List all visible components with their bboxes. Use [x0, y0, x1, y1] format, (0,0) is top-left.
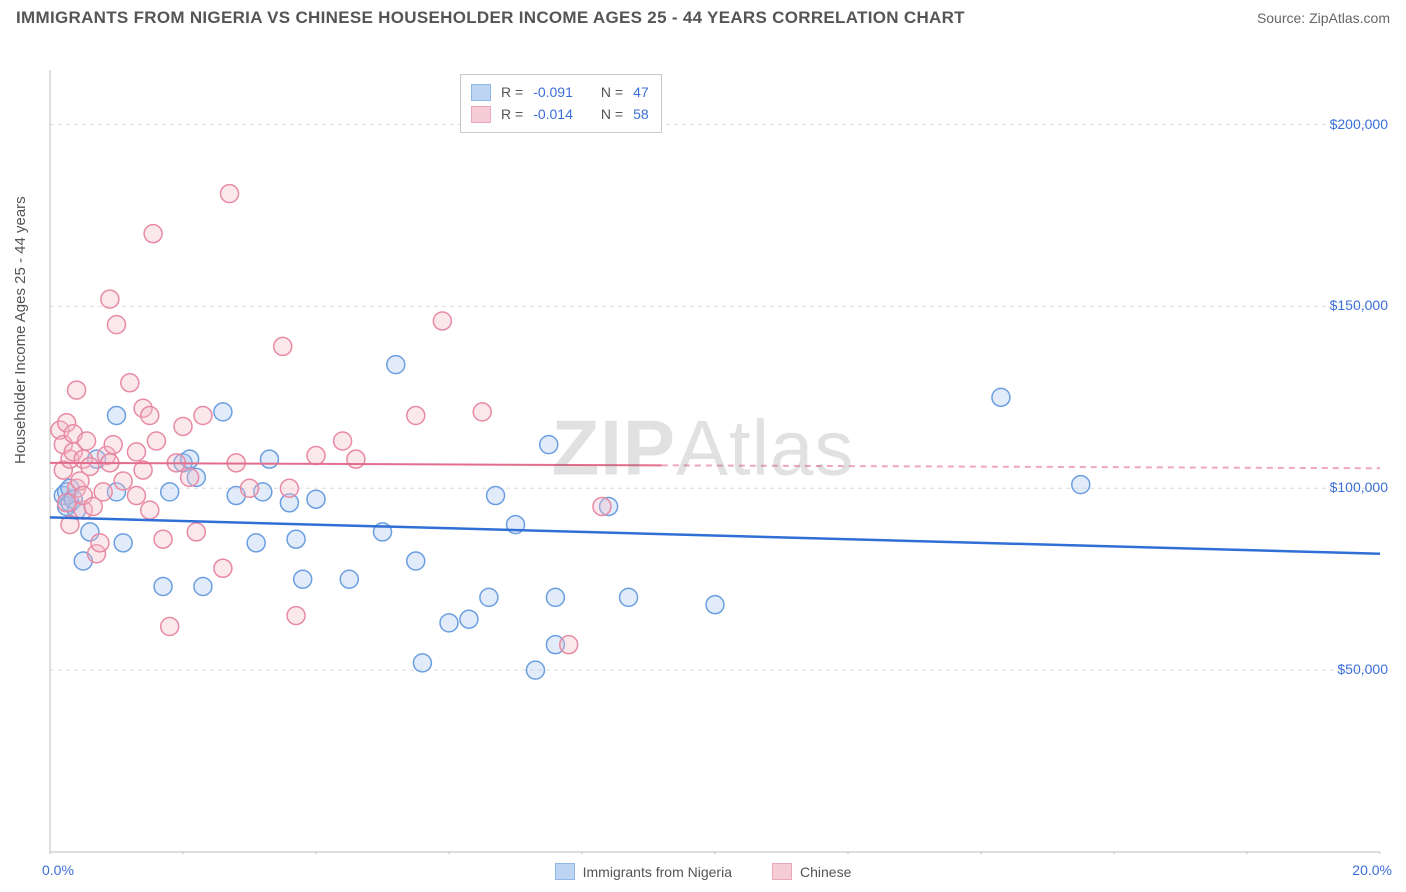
legend-swatch: [772, 863, 792, 880]
r-label: R =: [501, 81, 523, 103]
legend-swatch: [555, 863, 575, 880]
chart-title: IMMIGRANTS FROM NIGERIA VS CHINESE HOUSE…: [16, 8, 965, 28]
legend-item: Immigrants from Nigeria: [555, 863, 732, 880]
y-tick-label: $200,000: [1330, 116, 1388, 132]
series-legend: Immigrants from Nigeria Chinese: [0, 863, 1406, 880]
stats-legend-row: R = -0.091 N = 47: [471, 81, 649, 103]
chart-area: Householder Income Ages 25 - 44 years ZI…: [0, 34, 1406, 884]
n-label: N =: [601, 81, 623, 103]
scatter-chart-svg: [0, 34, 1406, 854]
y-tick-label: $50,000: [1337, 661, 1388, 677]
n-value: 47: [633, 81, 649, 103]
stats-legend-row: R = -0.014 N = 58: [471, 103, 649, 125]
source-label: Source: ZipAtlas.com: [1257, 10, 1390, 26]
legend-swatch: [471, 106, 491, 123]
legend-item: Chinese: [772, 863, 851, 880]
legend-swatch: [471, 84, 491, 101]
n-label: N =: [601, 103, 623, 125]
r-label: R =: [501, 103, 523, 125]
y-tick-label: $150,000: [1330, 297, 1388, 313]
r-value: -0.091: [533, 81, 573, 103]
title-bar: IMMIGRANTS FROM NIGERIA VS CHINESE HOUSE…: [0, 0, 1406, 34]
y-axis-label: Householder Income Ages 25 - 44 years: [12, 196, 29, 464]
legend-label: Immigrants from Nigeria: [583, 864, 732, 880]
legend-label: Chinese: [800, 864, 851, 880]
y-tick-label: $100,000: [1330, 479, 1388, 495]
correlation-stats-legend: R = -0.091 N = 47 R = -0.014 N = 58: [460, 74, 662, 133]
r-value: -0.014: [533, 103, 573, 125]
n-value: 58: [633, 103, 649, 125]
